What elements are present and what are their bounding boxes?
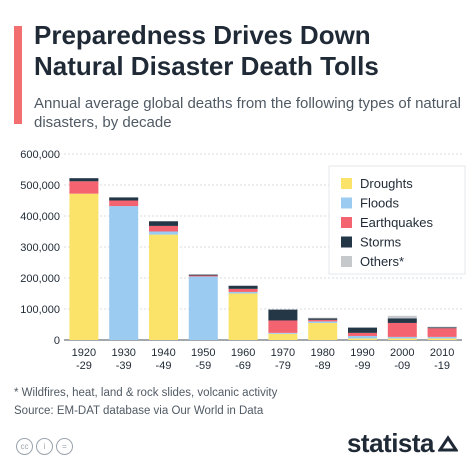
chart-subtitle: Annual average global deaths from the fo… — [34, 95, 461, 131]
y-tick-label: 600,000 — [20, 149, 60, 161]
legend-swatch — [341, 217, 352, 228]
bar-segment-storms — [188, 274, 218, 276]
by-icon: i — [36, 438, 53, 455]
equals-icon: = — [56, 438, 73, 455]
bar-segment-droughts — [387, 338, 417, 340]
x-tick-label-range: -99 — [355, 360, 371, 372]
x-tick-label-range: -49 — [156, 360, 172, 372]
legend-label: Droughts — [360, 176, 413, 191]
x-tick-label-range: -89 — [315, 360, 331, 372]
x-tick-label-range: -59 — [195, 360, 211, 372]
legend-swatch — [341, 256, 352, 267]
x-tick-label: 1980 — [310, 347, 334, 359]
source-line: Source: EM-DAT database via Our World in… — [14, 405, 264, 417]
legend-label: Others* — [360, 254, 404, 269]
y-tick-label: 0 — [54, 335, 60, 347]
bar-segment-earthquakes — [387, 322, 417, 337]
bar-segment-earthquakes — [268, 320, 298, 333]
chart-title: Preparedness Drives Down Natural Disaste… — [34, 20, 379, 81]
legend-swatch — [341, 178, 352, 189]
bar-segment-droughts — [348, 338, 377, 340]
x-tick-label-range: -09 — [394, 360, 410, 372]
bar-segment-droughts — [308, 322, 338, 340]
x-tick-label-range: -19 — [434, 360, 450, 372]
brand-logo: statista — [346, 428, 435, 458]
x-tick-label: 1970 — [271, 347, 295, 359]
x-tick-label-range: -79 — [275, 360, 291, 372]
x-tick-label-range: -29 — [76, 360, 92, 372]
y-tick-label: 500,000 — [20, 180, 60, 192]
legend-swatch — [341, 197, 352, 209]
bar-segment-earthquakes — [109, 200, 139, 207]
license-icons: cc i = — [16, 438, 73, 455]
x-tick-label: 1920 — [72, 347, 96, 359]
bar-segment-storms — [348, 327, 377, 333]
x-tick-label: 1940 — [151, 347, 175, 359]
x-tick-label: 2010 — [430, 347, 454, 359]
y-tick-label: 100,000 — [20, 304, 60, 316]
bar-segment-storms — [228, 285, 258, 289]
legend-label: Storms — [360, 235, 402, 250]
bar-segment-earthquakes — [348, 332, 377, 336]
bar-segment-earthquakes — [149, 225, 178, 232]
bar-segment-others — [427, 326, 457, 328]
bar-segment-droughts — [149, 234, 178, 340]
bar-segment-storms — [387, 318, 417, 323]
bar-segment-floods — [427, 336, 457, 339]
x-tick-label-range: -39 — [116, 360, 132, 372]
x-tick-label-range: -69 — [235, 360, 251, 372]
bar-segment-others — [387, 315, 417, 319]
x-tick-label: 1930 — [111, 347, 135, 359]
bar-segment-earthquakes — [228, 288, 258, 292]
cc-icon: cc — [16, 438, 33, 455]
bar-segment-earthquakes — [427, 328, 457, 337]
x-tick-label: 1960 — [231, 347, 255, 359]
legend-label: Earthquakes — [360, 215, 433, 230]
x-tick-label: 1990 — [350, 347, 374, 359]
footnote: * Wildfires, heat, land & rock slides, v… — [14, 387, 278, 399]
bar-segment-droughts — [69, 193, 99, 340]
statista-mark-icon — [438, 435, 458, 452]
x-tick-label: 2000 — [390, 347, 414, 359]
bar-segment-floods — [149, 231, 178, 235]
bar-segment-storms — [268, 309, 298, 321]
bar-segment-earthquakes — [69, 181, 99, 194]
bar-segment-floods — [228, 291, 258, 294]
y-tick-label: 400,000 — [20, 211, 60, 223]
bar-segment-droughts — [268, 333, 298, 340]
bar-segment-droughts — [228, 293, 258, 340]
bar-segment-others — [308, 317, 338, 319]
bar-segment-floods — [109, 206, 139, 340]
x-tick-label: 1950 — [191, 347, 215, 359]
bar-segment-storms — [149, 221, 178, 226]
legend-label: Floods — [360, 196, 400, 211]
bar-segment-storms — [69, 178, 99, 182]
legend-swatch — [341, 236, 352, 248]
bar-segment-floods — [268, 332, 298, 334]
bar-segment-droughts — [427, 338, 457, 340]
bar-segment-earthquakes — [308, 319, 338, 322]
bar-segment-storms — [308, 318, 338, 320]
bar-segment-storms — [109, 197, 139, 201]
title-accent-bar — [14, 26, 22, 124]
bar-segment-floods — [387, 336, 417, 339]
bar-segment-storms — [427, 327, 457, 329]
bar-segment-floods — [188, 276, 218, 340]
bar-segment-floods — [308, 321, 338, 323]
bar-segment-earthquakes — [188, 275, 218, 277]
y-tick-label: 300,000 — [20, 242, 60, 254]
bar-segment-floods — [348, 335, 377, 339]
y-tick-label: 200,000 — [20, 273, 60, 285]
